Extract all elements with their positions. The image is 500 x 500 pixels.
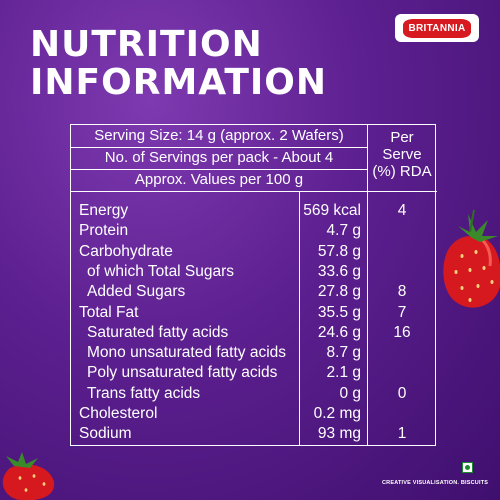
nutrient-label: Protein	[79, 222, 129, 240]
nutrient-value: 57.8 g	[317, 242, 361, 260]
nutrient-label: Trans fatty acids	[87, 384, 201, 402]
strawberry-icon	[2, 452, 55, 500]
nutrient-value: 24.6 g	[317, 323, 361, 341]
page-title: NUTRITION INFORMATION	[30, 26, 327, 102]
nutrient-value: 569 kcal	[303, 202, 361, 219]
nutrient-value: 93 mg	[317, 425, 361, 443]
row-divider	[71, 147, 367, 148]
veg-mark-icon	[462, 462, 473, 473]
nutrient-value: 33.6 g	[317, 262, 361, 280]
nutrient-label: Poly unsaturated fatty acids	[87, 364, 278, 382]
title-line-2: INFORMATION	[30, 62, 328, 103]
nutrient-label: Mono unsaturated fatty acids	[87, 344, 287, 362]
brand-logo: BRITANNIA	[395, 14, 479, 42]
nutrient-label: Total Fat	[79, 303, 139, 321]
nutrient-rda: 8	[397, 283, 407, 301]
nutrient-label: Added Sugars	[87, 283, 186, 301]
table-row: Added Sugars 27.8 g 8	[71, 282, 437, 302]
table-row: Cholesterol 0.2 mg	[71, 404, 437, 424]
nutrient-label: Energy	[79, 202, 129, 219]
nutrient-label: Saturated fatty acids	[87, 323, 229, 341]
creative-visualisation-note: CREATIVE VISUALISATION. BISCUITS	[382, 480, 489, 486]
table-row: Total Fat 35.5 g 7	[71, 303, 437, 323]
nutrient-label: Cholesterol	[79, 405, 158, 422]
title-line-1: NUTRITION	[30, 24, 263, 65]
table-row: Energy 569 kcal 4	[71, 201, 437, 221]
nutrient-label: Carbohydrate	[79, 242, 173, 260]
rda-header: Per Serve (%) RDA	[367, 129, 437, 180]
value-column-divider	[299, 191, 300, 445]
nutrient-value: 0.2 mg	[313, 405, 361, 422]
table-row: of which Total Sugars 33.6 g	[71, 262, 437, 282]
nutrient-rda: 7	[397, 303, 407, 321]
servings-per-pack: No. of Servings per pack - About 4	[104, 149, 334, 166]
nutrient-value: 0 g	[339, 384, 361, 402]
table-row: Carbohydrate 57.8 g	[71, 242, 437, 262]
values-per-100g: Approx. Values per 100 g	[134, 171, 304, 188]
rda-header-line-1: Per	[390, 129, 414, 146]
nutrient-rda: 4	[397, 202, 407, 219]
header-divider	[71, 191, 437, 192]
nutrient-value: 35.5 g	[317, 303, 361, 321]
table-row: Poly unsaturated fatty acids 2.1 g	[71, 363, 437, 383]
nutrient-value: 27.8 g	[317, 283, 361, 301]
column-divider	[367, 125, 368, 445]
table-row: Sodium 93 mg 1	[71, 424, 437, 444]
nutrient-value: 2.1 g	[326, 364, 361, 382]
nutrient-value: 4.7 g	[326, 222, 361, 240]
table-row: Mono unsaturated fatty acids 8.7 g	[71, 343, 437, 363]
rda-header-line-2: Serve	[382, 146, 422, 163]
serving-size: Serving Size: 14 g (approx. 2 Wafers)	[94, 127, 344, 144]
nutrient-rda: 0	[397, 384, 407, 402]
nutrient-label: of which Total Sugars	[87, 262, 235, 280]
nutrition-table: Serving Size: 14 g (approx. 2 Wafers) No…	[70, 124, 437, 446]
table-row: Trans fatty acids 0 g 0	[71, 384, 437, 404]
table-row: Protein 4.7 g	[71, 221, 437, 241]
table-row: Saturated fatty acids 24.6 g 16	[71, 323, 437, 343]
nutrient-rda: 1	[397, 425, 407, 443]
nutrient-label: Sodium	[79, 425, 132, 443]
row-divider	[71, 169, 367, 170]
rda-header-line-3: (%) RDA	[372, 163, 432, 180]
strawberry-icon	[443, 209, 500, 308]
nutrient-value: 8.7 g	[326, 344, 361, 362]
nutrient-rda: 16	[393, 323, 411, 341]
brand-name: BRITANNIA	[402, 18, 472, 38]
